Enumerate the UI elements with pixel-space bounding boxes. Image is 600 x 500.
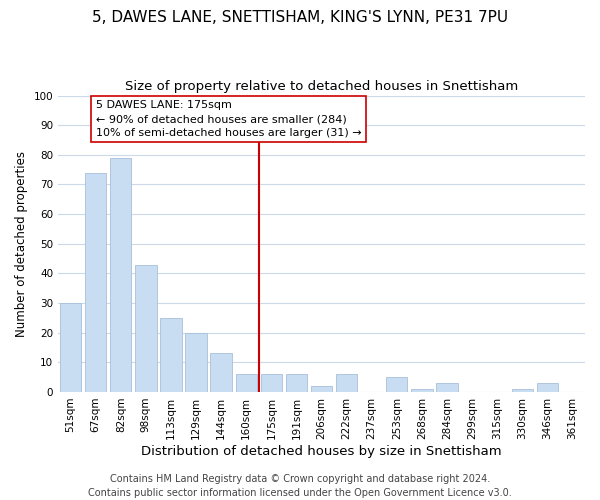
Text: Contains HM Land Registry data © Crown copyright and database right 2024.
Contai: Contains HM Land Registry data © Crown c…	[88, 474, 512, 498]
Bar	[160, 318, 182, 392]
Bar	[185, 332, 207, 392]
Bar	[336, 374, 357, 392]
Bar	[211, 354, 232, 392]
Bar	[311, 386, 332, 392]
Bar	[135, 264, 157, 392]
Bar	[236, 374, 257, 392]
Bar	[85, 172, 106, 392]
Text: 5, DAWES LANE, SNETTISHAM, KING'S LYNN, PE31 7PU: 5, DAWES LANE, SNETTISHAM, KING'S LYNN, …	[92, 10, 508, 25]
Title: Size of property relative to detached houses in Snettisham: Size of property relative to detached ho…	[125, 80, 518, 93]
X-axis label: Distribution of detached houses by size in Snettisham: Distribution of detached houses by size …	[141, 444, 502, 458]
Bar	[60, 303, 81, 392]
Bar	[512, 389, 533, 392]
Bar	[436, 383, 458, 392]
Bar	[411, 389, 433, 392]
Bar	[110, 158, 131, 392]
Y-axis label: Number of detached properties: Number of detached properties	[15, 151, 28, 337]
Bar	[260, 374, 282, 392]
Bar	[536, 383, 558, 392]
Text: 5 DAWES LANE: 175sqm
← 90% of detached houses are smaller (284)
10% of semi-deta: 5 DAWES LANE: 175sqm ← 90% of detached h…	[95, 100, 361, 138]
Bar	[386, 377, 407, 392]
Bar	[286, 374, 307, 392]
